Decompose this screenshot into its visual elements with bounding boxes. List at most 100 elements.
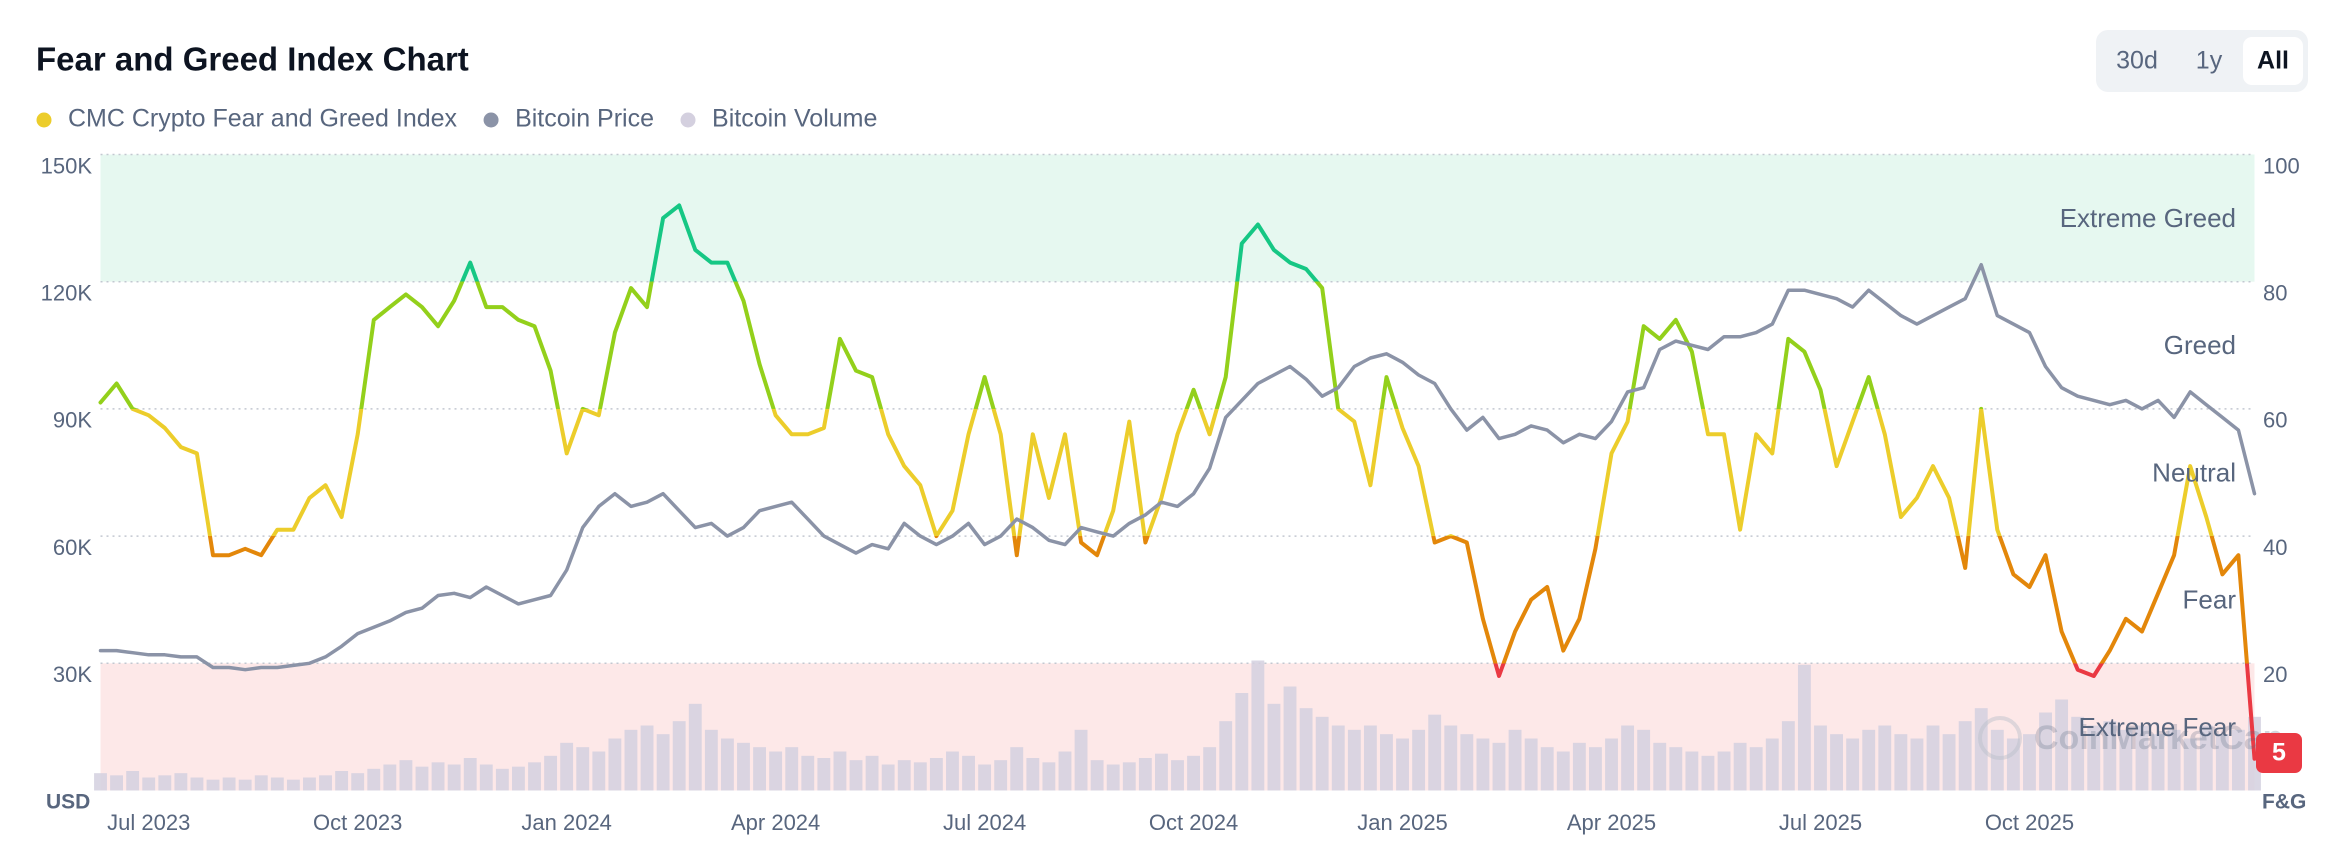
- y-tick-label: 90K: [53, 408, 92, 433]
- volume-bar: [1653, 742, 1667, 791]
- volume-bar: [1444, 725, 1458, 791]
- volume-bar: [254, 775, 268, 791]
- volume-bars: [94, 660, 2261, 791]
- volume-bar: [801, 755, 815, 791]
- legend-marker[interactable]: [36, 112, 52, 128]
- x-tick-label: Jan 2025: [1357, 810, 1448, 835]
- volume-bar: [1138, 758, 1152, 791]
- volume-bar: [2039, 712, 2052, 791]
- volume-bar: [1621, 725, 1635, 791]
- volume-bar: [576, 747, 590, 791]
- volume-bar: [2215, 734, 2229, 791]
- volume-bar: [1476, 738, 1490, 791]
- volume-bar: [1428, 714, 1442, 791]
- volume-bar: [1830, 734, 1843, 791]
- y-tick-label: 150K: [41, 153, 93, 178]
- x-tick-label: Jul 2025: [1779, 810, 1862, 835]
- range-button[interactable]: All: [2257, 47, 2289, 75]
- volume-bar: [367, 768, 381, 791]
- range-button[interactable]: 1y: [2196, 47, 2223, 75]
- volume-bar: [640, 725, 654, 791]
- volume-bar: [1154, 753, 1168, 791]
- volume-bar: [2023, 734, 2036, 791]
- y-tick-label: 120K: [41, 281, 93, 306]
- volume-bar: [303, 777, 316, 791]
- volume-bar: [1637, 729, 1651, 791]
- volume-bar: [913, 762, 927, 791]
- volume-bar: [1669, 747, 1683, 791]
- volume-bar: [2103, 721, 2117, 791]
- volume-bar: [1299, 708, 1313, 791]
- y2-tick-label: 20: [2263, 662, 2287, 687]
- range-button[interactable]: 30d: [2116, 47, 2158, 75]
- index-line: [98, 203, 2257, 761]
- zone-label: Greed: [2164, 330, 2236, 360]
- volume-bar: [286, 779, 300, 791]
- volume-bar: [1814, 725, 1827, 791]
- legend-label[interactable]: Bitcoin Price: [515, 105, 654, 133]
- zone-band: [100, 154, 2255, 282]
- watermark: CoinMarketCap: [2034, 719, 2283, 757]
- volume-bar: [1846, 738, 1860, 791]
- volume-bar: [962, 755, 975, 791]
- volume-bar: [2167, 729, 2181, 791]
- volume-bar: [1540, 747, 1554, 791]
- volume-bar: [994, 760, 1008, 791]
- volume-bar: [495, 768, 509, 791]
- volume-bar: [817, 758, 831, 791]
- button-active-bg[interactable]: [2243, 37, 2303, 85]
- volume-bar: [1910, 738, 1924, 791]
- volume-bar: [431, 762, 445, 791]
- y2-axis-label: F&G: [2262, 791, 2306, 814]
- volume-bar: [1958, 721, 1972, 791]
- volume-bar: [672, 721, 686, 791]
- y2-tick-label: 60: [2263, 408, 2287, 433]
- y2-tick-label: 100: [2263, 153, 2300, 178]
- x-tick-label: Apr 2025: [1567, 810, 1656, 835]
- volume-bar: [1894, 734, 1908, 791]
- volume-bar: [319, 775, 332, 791]
- volume-bar: [1572, 742, 1586, 791]
- volume-bar: [1315, 716, 1329, 791]
- volume-bar: [415, 766, 429, 791]
- volume-bar: [1685, 751, 1699, 791]
- volume-bar: [1010, 747, 1024, 791]
- legend-marker[interactable]: [680, 112, 696, 128]
- x-tick-label: Jul 2023: [107, 810, 190, 835]
- volume-bar: [560, 742, 574, 791]
- volume-bar: [1797, 664, 1811, 791]
- y-tick-label: 60K: [53, 535, 92, 560]
- volume-bar: [1251, 660, 1265, 791]
- volume-bar: [1749, 747, 1763, 791]
- volume-bar: [1363, 725, 1377, 791]
- volume-bar: [865, 755, 879, 791]
- x-tick-label: Jul 2024: [943, 810, 1026, 835]
- volume-bar: [238, 779, 252, 791]
- volume-bar: [1219, 721, 1233, 791]
- volume-bar: [174, 773, 188, 791]
- price-line: [98, 262, 2257, 672]
- volume-bar: [1589, 747, 1602, 791]
- volume-bar: [1412, 729, 1426, 791]
- volume-bar: [656, 734, 670, 791]
- volume-bar: [1203, 747, 1217, 791]
- volume-bar: [2119, 729, 2133, 791]
- zone-label: Fear: [2183, 585, 2237, 615]
- volume-bar: [447, 764, 461, 791]
- legend-label[interactable]: CMC Crypto Fear and Greed Index: [68, 105, 458, 133]
- volume-bar: [94, 773, 107, 791]
- volume-bar: [190, 777, 204, 791]
- grid: [100, 153, 2255, 665]
- legend-label[interactable]: Bitcoin Volume: [712, 105, 877, 133]
- volume-bar: [608, 738, 622, 791]
- volume-bar: [1990, 729, 2004, 791]
- legend-marker[interactable]: [483, 112, 499, 128]
- volume-bar: [849, 760, 863, 791]
- volume-bar: [2151, 734, 2165, 791]
- volume-bar: [1235, 693, 1249, 791]
- volume-bar: [1380, 734, 1393, 791]
- volume-bar: [929, 758, 943, 791]
- volume-bar: [833, 751, 847, 791]
- zone-label: Extreme Greed: [2060, 203, 2236, 233]
